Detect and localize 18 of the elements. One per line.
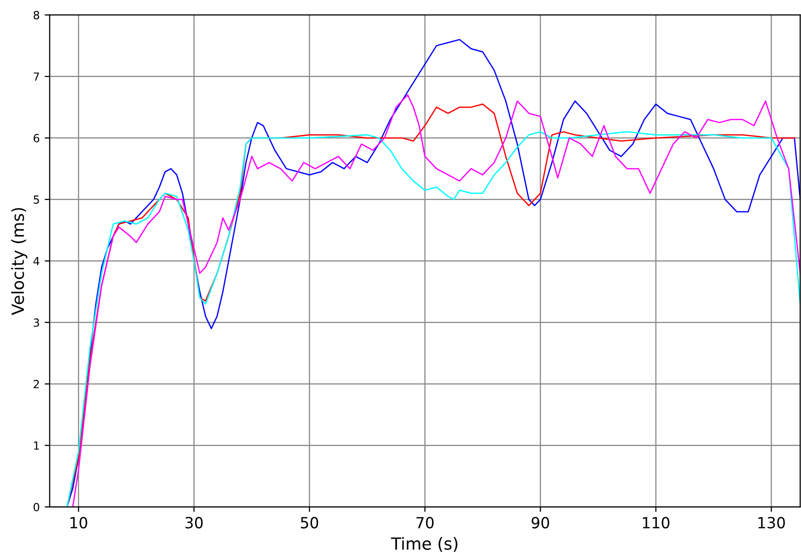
y-tick-label: 7 [34,72,39,81]
x-axis-title: Time (s) [391,536,458,552]
x-tick-label: 90 [532,516,550,528]
x-tick-label: 110 [642,516,670,528]
y-tick-label: 5 [34,196,39,204]
x-tick-label: 70 [416,516,434,528]
y-tick-label: 1 [34,442,39,450]
y-tick-label: 0 [34,502,40,512]
y-tick-label: 6 [34,134,40,142]
x-tick-label: 50 [300,516,318,528]
x-tick-label: 30 [185,516,203,528]
y-tick-label: 8 [34,10,40,20]
x-tick-label: 10 [70,516,88,528]
x-tick-label: 130 [758,516,785,528]
y-axis-title: Velocity (ms) [11,208,28,316]
y-tick-label: 3 [34,318,40,327]
y-tick-label: 2 [34,380,39,388]
y-tick-label: 4 [33,257,40,266]
